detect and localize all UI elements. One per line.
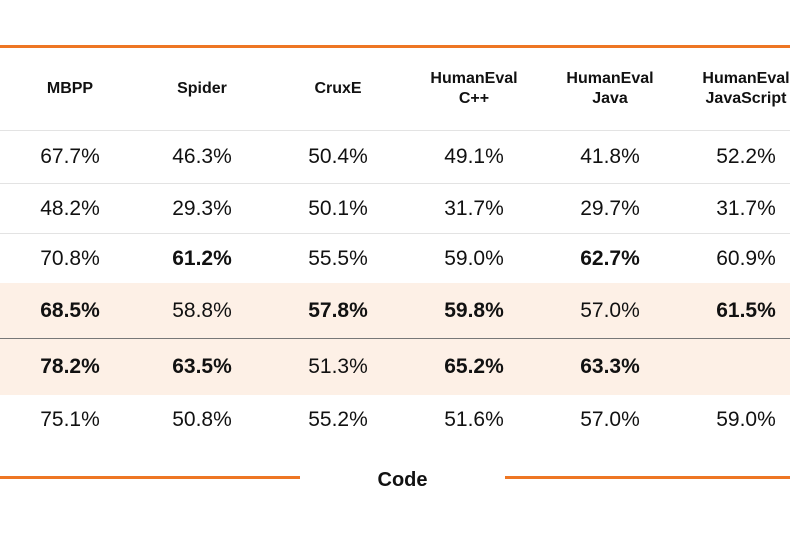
table-cell: 57.0% <box>580 298 640 322</box>
column-header-humaneval-cpp: HumanEval C++ <box>430 70 518 107</box>
table-cell: 57.8% <box>308 298 368 322</box>
footer-rule-left <box>0 476 300 479</box>
table-cell: 58.8% <box>172 298 232 322</box>
table-cell <box>676 339 790 395</box>
category-label-code: Code <box>377 468 428 491</box>
table-cell: 75.1% <box>40 408 100 431</box>
table-cell: 50.8% <box>172 408 232 431</box>
table-cell: 70.8% <box>40 246 100 270</box>
table-cell: 59.0% <box>444 246 504 270</box>
table-row: 48.2% 29.3% 50.1% 31.7% 29.7% 31.7% <box>0 184 790 234</box>
table-cell: 67.7% <box>40 145 100 168</box>
table-cell: 51.3% <box>308 355 368 378</box>
table-cell: 60.9% <box>716 246 776 270</box>
table-row-highlighted: 68.5% 58.8% 57.8% 59.8% 57.0% 61.5% <box>0 283 790 338</box>
table-cell: 29.3% <box>172 196 232 220</box>
table-cell: 63.3% <box>580 355 640 378</box>
table-cell: 31.7% <box>444 196 504 220</box>
table-cell: 62.7% <box>580 246 640 270</box>
table-row: 67.7% 46.3% 50.4% 49.1% 41.8% 52.2% <box>0 131 790 184</box>
table-cell: 29.7% <box>580 196 640 220</box>
table-cell: 59.0% <box>716 408 776 431</box>
table-cell: 61.2% <box>172 246 232 270</box>
table-cell: 48.2% <box>40 196 100 220</box>
column-header-spider: Spider <box>177 80 227 97</box>
table-cell: 46.3% <box>172 145 232 168</box>
table-cell: 68.5% <box>40 298 100 322</box>
table-cell: 49.1% <box>444 145 504 168</box>
table-cell: 50.1% <box>308 196 368 220</box>
top-orange-rule <box>0 45 790 48</box>
table-cell: 57.0% <box>580 408 640 431</box>
table-cell: 41.8% <box>580 145 640 168</box>
table-cell: 55.5% <box>308 246 368 270</box>
table-cell: 65.2% <box>444 355 504 378</box>
table-row-highlighted: 78.2% 63.5% 51.3% 65.2% 63.3% <box>0 338 790 395</box>
table-row: 75.1% 50.8% 55.2% 51.6% 57.0% 59.0% <box>0 395 790 445</box>
column-header-humaneval-javascript: HumanEval JavaScript <box>702 70 790 107</box>
column-header-cruxe: CruxE <box>314 80 362 97</box>
column-header-humaneval-java: HumanEval Java <box>566 70 654 107</box>
table-cell: 78.2% <box>40 355 100 378</box>
footer-rule-right <box>505 476 790 479</box>
table-header: MBPP Spider CruxE HumanEval C++ HumanEva… <box>0 48 790 131</box>
table-cell: 50.4% <box>308 145 368 168</box>
column-header-mbpp: MBPP <box>46 80 94 97</box>
table-cell: 61.5% <box>716 298 776 322</box>
table-row: 70.8% 61.2% 55.5% 59.0% 62.7% 60.9% <box>0 234 790 283</box>
table-cell: 59.8% <box>444 298 504 322</box>
table-cell: 52.2% <box>716 145 776 168</box>
table-cell: 63.5% <box>172 355 232 378</box>
table-cell: 51.6% <box>444 408 504 431</box>
table-cell: 31.7% <box>716 196 776 220</box>
table-cell: 55.2% <box>308 408 368 431</box>
